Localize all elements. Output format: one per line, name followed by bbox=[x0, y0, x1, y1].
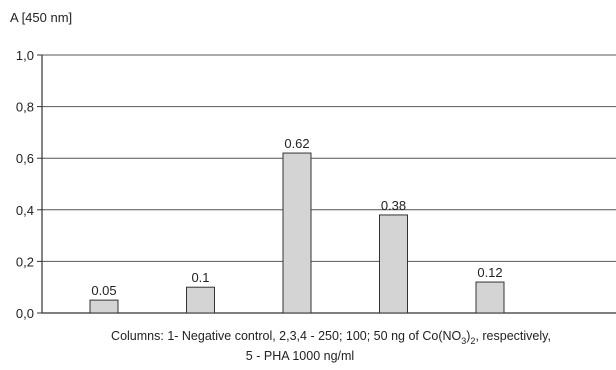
y-tick-label: 0,6 bbox=[16, 151, 34, 166]
caption-line-1: Columns: 1- Negative control, 2,3,4 - 25… bbox=[111, 329, 551, 346]
bars bbox=[89, 152, 505, 314]
bar bbox=[379, 214, 408, 314]
caption-line-1-prefix: Columns: 1- Negative control, 2,3,4 - 25… bbox=[111, 329, 461, 343]
bar bbox=[186, 286, 215, 314]
bar-value-label: 0.62 bbox=[284, 136, 309, 151]
bar-value-label: 0.05 bbox=[91, 283, 116, 298]
y-tick-label: 0,4 bbox=[16, 203, 34, 218]
bar-value-label: 0.12 bbox=[477, 265, 502, 280]
y-tick-label: 0,2 bbox=[16, 254, 34, 269]
caption-close-paren: ) bbox=[466, 329, 470, 343]
y-axis-label: A [450 nm] bbox=[10, 10, 72, 25]
bar-value-label: 0.38 bbox=[381, 198, 406, 213]
bar bbox=[89, 299, 119, 314]
bar bbox=[282, 152, 312, 314]
caption-line-1-suffix: , respectively, bbox=[475, 329, 551, 343]
caption-subscript-3: 3 bbox=[461, 336, 466, 346]
axes bbox=[37, 54, 616, 314]
y-tick-label: 0,0 bbox=[16, 306, 34, 321]
caption-subscript-2: 2 bbox=[470, 336, 475, 346]
y-tick-label: 0,8 bbox=[16, 100, 34, 115]
bar bbox=[475, 281, 505, 314]
y-tick-labels: 0,0 0,2 0,4 0,6 0,8 1,0 bbox=[16, 48, 34, 321]
bar-value-labels: 0.05 0.1 0.62 0.38 0.12 bbox=[91, 136, 502, 298]
caption-line-2: 5 - PHA 1000 ng/ml bbox=[246, 349, 354, 363]
y-tick-label: 1,0 bbox=[16, 48, 34, 63]
grid-lines bbox=[42, 54, 616, 262]
bar-value-label: 0.1 bbox=[191, 270, 209, 285]
